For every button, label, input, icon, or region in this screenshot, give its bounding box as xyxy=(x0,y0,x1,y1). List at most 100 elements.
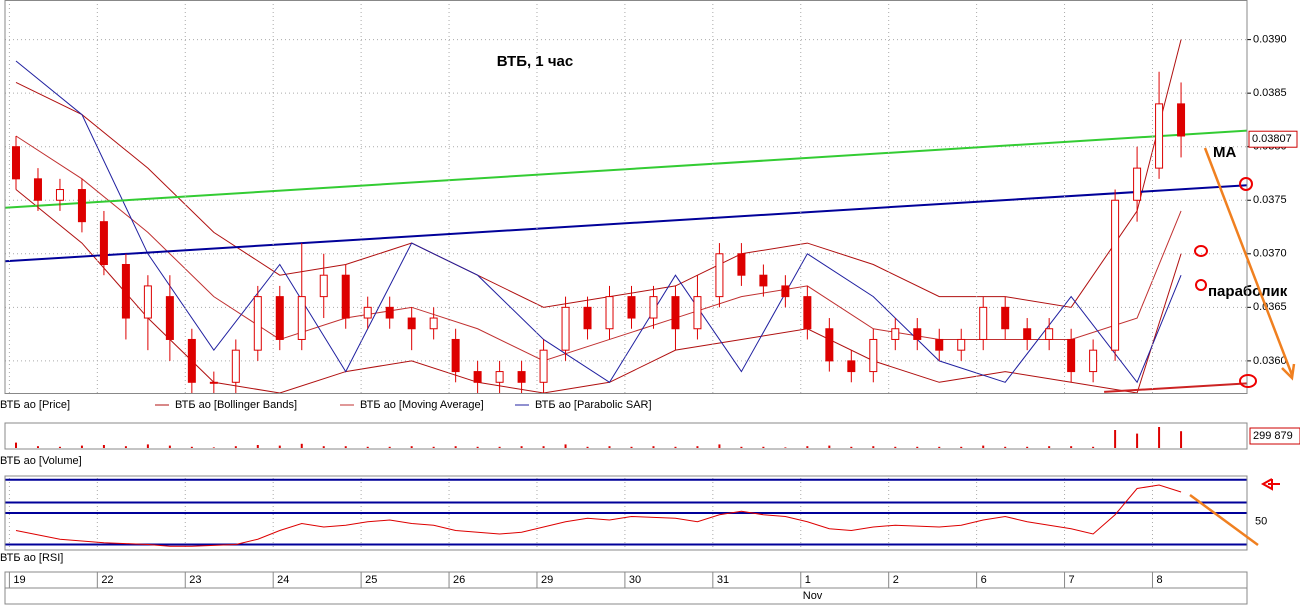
candle-body xyxy=(891,328,900,340)
marker-circle xyxy=(1239,177,1253,191)
candle-body xyxy=(957,338,966,351)
indicator-line xyxy=(15,60,1182,384)
indicator-line xyxy=(15,135,1182,362)
annotation: МА xyxy=(1213,144,1236,161)
candle-body xyxy=(231,349,240,383)
trend-line xyxy=(5,184,1247,263)
rsi-frame xyxy=(4,475,1248,551)
candle-body xyxy=(1133,167,1142,201)
candle-body xyxy=(165,296,174,340)
candle-body xyxy=(759,274,768,287)
x-tick-label: 25 xyxy=(365,574,377,586)
x-tick-label: 8 xyxy=(1156,574,1162,586)
x-tick-label: 7 xyxy=(1069,574,1075,586)
chart-title: ВТБ, 1 час xyxy=(497,53,573,70)
legend-label: ВТБ ао [Price] xyxy=(0,399,70,411)
candle-body xyxy=(1045,328,1054,340)
arrow xyxy=(1260,478,1280,491)
panel-label: ВТБ ао [RSI] xyxy=(0,552,63,564)
candle-body xyxy=(385,306,394,319)
arrow xyxy=(1203,147,1296,381)
candle-body xyxy=(319,274,328,298)
candle-body xyxy=(143,285,152,319)
candle-body xyxy=(847,360,856,373)
x-tick-label: 19 xyxy=(13,574,25,586)
trend-line xyxy=(1104,382,1247,393)
last-volume-label: 299 879 xyxy=(1253,430,1293,442)
marker-circle xyxy=(1194,245,1208,257)
candle-body xyxy=(121,263,130,319)
x-tick-label: 29 xyxy=(541,574,553,586)
candle-body xyxy=(209,381,218,384)
candle-body xyxy=(627,296,636,319)
y-tick-label: 0.0385 xyxy=(1253,87,1287,99)
marker-circle xyxy=(1195,279,1207,291)
candle-body xyxy=(1177,103,1186,137)
y-tick-label: 0.0375 xyxy=(1253,194,1287,206)
x-tick-label: 31 xyxy=(717,574,729,586)
candle-body xyxy=(11,146,20,180)
candle-body xyxy=(341,274,350,319)
y-tick-label: 0.0370 xyxy=(1253,248,1287,260)
candle-body xyxy=(539,349,548,383)
candle-body xyxy=(363,306,372,319)
y-tick-label: 50 xyxy=(1255,516,1267,528)
candle-body xyxy=(1155,103,1164,169)
y-tick-label: 0.0365 xyxy=(1253,301,1287,313)
candle-body xyxy=(495,371,504,383)
last-volume-box xyxy=(1249,427,1300,445)
y-tick-label: 0.0390 xyxy=(1253,34,1287,46)
candle-body xyxy=(77,189,86,223)
x-tick-label: 24 xyxy=(277,574,289,586)
month-label: Nov xyxy=(803,590,823,602)
x-tick-label: 22 xyxy=(101,574,113,586)
x-tick-label: 26 xyxy=(453,574,465,586)
annotation: параболик xyxy=(1208,283,1288,300)
y-tick-label: 0.0360 xyxy=(1253,355,1287,367)
candle-body xyxy=(1089,349,1098,373)
candle-body xyxy=(187,338,196,383)
x-tick-label: 30 xyxy=(629,574,641,586)
candle-body xyxy=(1111,199,1120,351)
candle-body xyxy=(869,338,878,373)
candle-body xyxy=(671,296,680,330)
candle-body xyxy=(913,328,922,340)
legend-label: ВТБ ао [Parabolic SAR] xyxy=(535,399,652,411)
legend-label: ВТБ ао [Moving Average] xyxy=(360,399,484,411)
candle-body xyxy=(253,296,262,351)
panel-label: ВТБ ао [Volume] xyxy=(0,455,82,467)
candle-body xyxy=(99,221,108,265)
candle-body xyxy=(451,338,460,373)
candle-body xyxy=(561,306,570,351)
x-tick-label: 1 xyxy=(805,574,811,586)
legend-label: ВТБ ао [Bollinger Bands] xyxy=(175,399,297,411)
arrow xyxy=(1189,493,1259,547)
candle-body xyxy=(803,296,812,330)
price-frame xyxy=(4,0,1248,394)
x-tick-label: 2 xyxy=(893,574,899,586)
candle-body xyxy=(517,371,526,383)
candle-body xyxy=(473,371,482,383)
candle-body xyxy=(55,189,64,201)
trend-line xyxy=(5,129,1247,209)
candle-body xyxy=(275,296,284,340)
candle-body xyxy=(737,253,746,276)
last-price-label: 0.03807 xyxy=(1252,133,1292,145)
candle-body xyxy=(583,306,592,330)
price-plot xyxy=(5,39,1247,393)
candle-body xyxy=(1067,338,1076,373)
candle-body xyxy=(935,338,944,351)
x-tick-label: 6 xyxy=(981,574,987,586)
candle-body xyxy=(605,296,614,330)
x-tick-label: 23 xyxy=(189,574,201,586)
candle-body xyxy=(979,306,988,340)
candle-body xyxy=(649,296,658,319)
candle-body xyxy=(407,317,416,330)
candle-body xyxy=(297,296,306,340)
volume-frame xyxy=(4,422,1248,450)
candle-body xyxy=(1001,306,1010,330)
candle-body xyxy=(429,317,438,330)
candle-body xyxy=(693,296,702,330)
